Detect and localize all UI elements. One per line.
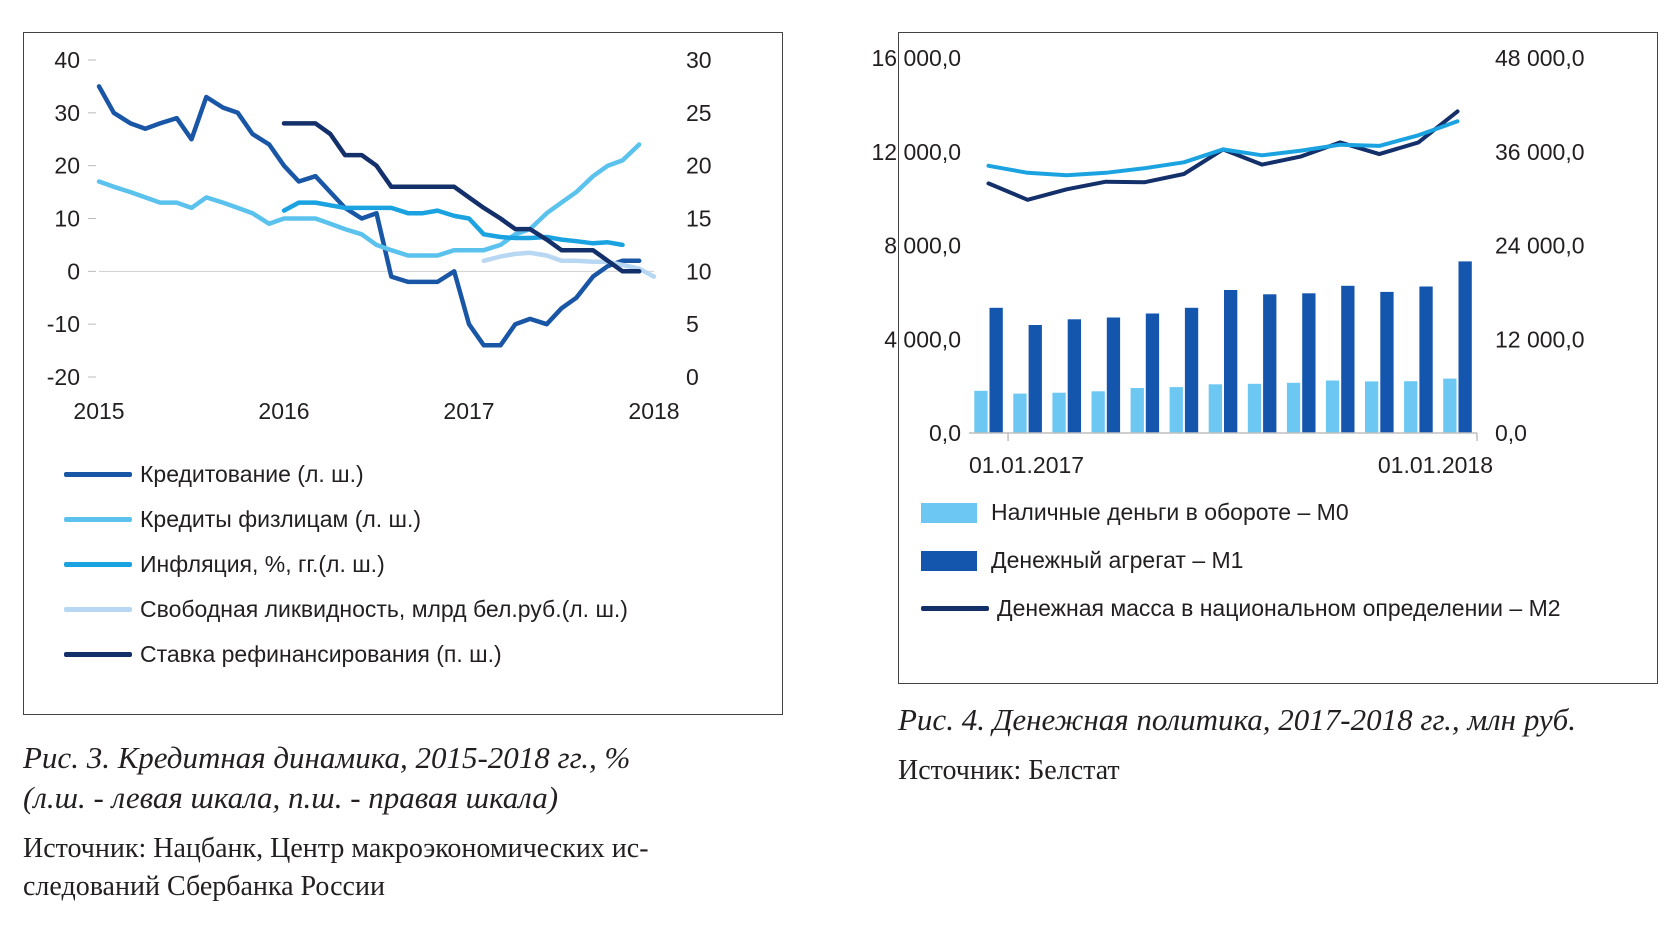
bar-m0 — [1091, 391, 1105, 433]
bar-m0 — [1052, 392, 1066, 433]
legend-swatch — [921, 502, 977, 523]
bar-m1 — [1419, 286, 1433, 433]
bar-m1 — [989, 307, 1003, 433]
series-line-5 — [281, 121, 642, 274]
series-line-3 — [281, 200, 625, 248]
figure3-source-line2: следований Сбербанка России — [23, 871, 385, 902]
bar-m1 — [1380, 291, 1394, 433]
legend-swatch — [64, 607, 132, 612]
bar-m1 — [1145, 313, 1160, 433]
bar-m0 — [1169, 387, 1183, 433]
figure3-caption-line1: Рис. 3. Кредитная динамика, 2015-2018 гг… — [23, 740, 631, 775]
bar-m1 — [1263, 294, 1277, 434]
bar-m1 — [1106, 317, 1121, 433]
monetary-policy-chart: 16 000,0 12 000,0 8 000,0 4 000,0 0,0 48 000,… — [871, 45, 1585, 478]
legend-label: Кредитование (л. ш.) — [140, 461, 364, 487]
legend-label: Денежный агрегат – М1 — [991, 547, 1244, 573]
legend-item: Инфляция, %, гг.(л. ш.) — [64, 551, 385, 578]
legend-item: Свободная ликвидность, млрд бел.руб.(л. … — [64, 596, 628, 623]
bar-m0 — [974, 390, 988, 433]
right-axis-tick: 48 000,0 — [1495, 45, 1585, 71]
legend-label: Свободная ликвидность, млрд бел.руб.(л. … — [140, 596, 628, 622]
figure3-source-line1: Источник: Нацбанк, Центр макроэкономичес… — [23, 833, 649, 864]
bar-m1 — [1028, 325, 1042, 433]
right-axis-tick: 0,0 — [1495, 420, 1527, 446]
bar-m1 — [1224, 290, 1238, 433]
x-axis-tick: 2017 — [443, 398, 494, 424]
bar-m0 — [1013, 393, 1027, 433]
bar-m1 — [1302, 293, 1316, 433]
legend-swatch — [64, 472, 132, 477]
right-axis-tick: 0 — [686, 364, 699, 390]
left-axis-tick: 10 — [54, 206, 80, 232]
left-axis-tick: 40 — [54, 47, 80, 73]
left-axis-tick: 4 000,0 — [884, 326, 961, 352]
series-line-4 — [481, 250, 657, 279]
legend-item: Денежный агрегат – М1 — [921, 547, 1243, 574]
right-axis-tick: 12 000,0 — [1495, 326, 1585, 352]
bar-m0 — [1325, 380, 1340, 433]
left-axis-tick: 20 — [54, 153, 80, 179]
legend-label: Денежная масса в национальном определени… — [997, 595, 1561, 621]
right-axis-tick: 25 — [686, 100, 712, 126]
bar-m0 — [1443, 378, 1457, 433]
bar-m0 — [1208, 384, 1222, 434]
series-line-3 — [986, 109, 1460, 202]
left-axis-tick: 8 000,0 — [884, 233, 961, 259]
x-axis-tick: 2018 — [628, 398, 679, 424]
x-axis-tick: 01.01.2017 — [969, 452, 1084, 478]
x-axis-tick: 01.01.2018 — [1378, 452, 1493, 478]
series-line-1 — [96, 84, 642, 348]
bar-m1 — [1458, 261, 1472, 433]
bar-m1 — [1184, 307, 1199, 433]
left-axis-tick: 0,0 — [929, 420, 961, 446]
bar-m0 — [1130, 388, 1144, 433]
right-axis-tick: 20 — [686, 153, 712, 179]
bar-m1 — [1067, 319, 1081, 433]
figure4-caption: Рис. 4. Денежная политика, 2017-2018 гг.… — [898, 702, 1577, 737]
left-axis-tick: -10 — [47, 311, 80, 337]
bar-m1 — [1341, 285, 1355, 433]
chart-frame-credit: 40 30 20 10 0 -10 -20 30 25 20 15 10 5 0 2015 2016 2017 2… — [23, 32, 783, 715]
right-axis-tick: 5 — [686, 311, 699, 337]
legend-swatch — [64, 652, 132, 657]
legend-label: Инфляция, %, гг.(л. ш.) — [140, 551, 385, 577]
right-axis-tick: 24 000,0 — [1495, 233, 1585, 259]
legend-item: Денежная масса в национальном определени… — [921, 595, 1561, 622]
left-axis-tick: 30 — [54, 100, 80, 126]
legend-item: Наличные деньги в обороте – М0 — [921, 499, 1349, 526]
figure3-caption-line2: (л.ш. - левая шкала, п.ш. - правая шкала… — [23, 780, 559, 815]
legend-item: Кредиты физлицам (л. ш.) — [64, 506, 421, 533]
legend-swatch — [921, 606, 989, 611]
legend-item: Кредитование (л. ш.) — [64, 461, 364, 488]
legend-swatch — [921, 550, 977, 571]
right-axis-tick: 15 — [686, 206, 712, 232]
left-axis-tick: 16 000,0 — [871, 45, 961, 71]
bar-m0 — [1404, 381, 1418, 433]
left-axis-tick: -20 — [47, 364, 80, 390]
right-axis-tick: 36 000,0 — [1495, 139, 1585, 165]
chart-frame-money: 16 000,0 12 000,0 8 000,0 4 000,0 0,0 48 000,… — [871, 32, 1658, 684]
series-line-4 — [986, 119, 1460, 178]
right-axis-tick: 10 — [686, 258, 712, 284]
legend-item: Ставка рефинансирования (п. ш.) — [64, 641, 502, 668]
right-axis-tick: 30 — [686, 47, 712, 73]
bar-m0 — [1365, 381, 1379, 433]
x-axis-tick: 2015 — [73, 398, 124, 424]
legend-label: Кредиты физлицам (л. ш.) — [140, 506, 422, 532]
legend-swatch — [64, 517, 132, 522]
x-axis-tick: 2016 — [258, 398, 309, 424]
bar-m0 — [1286, 382, 1301, 433]
figure4-source: Источник: Белстат — [898, 755, 1120, 786]
legend-label: Ставка рефинансирования (п. ш.) — [140, 641, 502, 667]
bar-m0 — [1247, 383, 1262, 433]
legend-label: Наличные деньги в обороте – М0 — [991, 499, 1349, 525]
left-axis-tick: 12 000,0 — [871, 139, 961, 165]
left-axis-tick: 0 — [67, 258, 80, 284]
legend-swatch — [64, 562, 132, 567]
series-line-2 — [96, 142, 642, 258]
